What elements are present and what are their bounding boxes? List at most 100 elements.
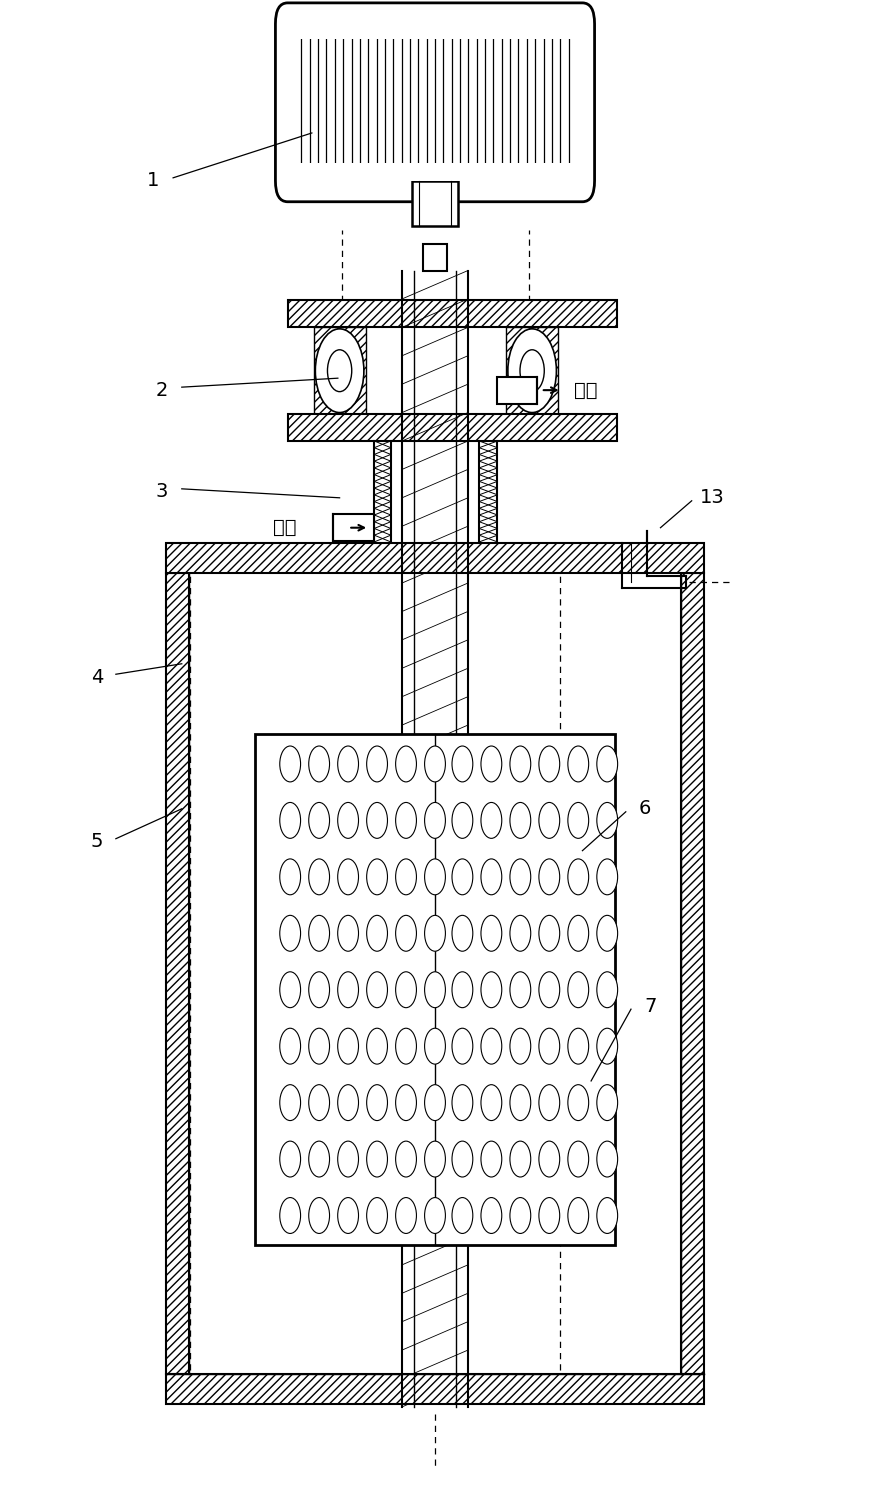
Circle shape <box>596 972 617 1008</box>
Text: 出水: 出水 <box>573 380 597 400</box>
Circle shape <box>424 746 445 782</box>
Circle shape <box>280 858 300 894</box>
Circle shape <box>538 858 559 894</box>
Bar <box>680 572 703 1374</box>
Circle shape <box>538 972 559 1008</box>
Circle shape <box>567 1028 588 1064</box>
Circle shape <box>280 803 300 839</box>
Circle shape <box>424 803 445 839</box>
Circle shape <box>280 1028 300 1064</box>
Circle shape <box>452 858 472 894</box>
Circle shape <box>538 1028 559 1064</box>
Circle shape <box>452 1141 472 1177</box>
Circle shape <box>424 1197 445 1233</box>
Circle shape <box>424 1028 445 1064</box>
Circle shape <box>280 1141 300 1177</box>
Circle shape <box>337 1085 358 1121</box>
Circle shape <box>315 330 363 412</box>
Circle shape <box>507 330 556 412</box>
Text: 进水: 进水 <box>272 518 296 538</box>
Circle shape <box>567 972 588 1008</box>
Bar <box>506 328 558 413</box>
Circle shape <box>509 915 530 951</box>
Circle shape <box>337 858 358 894</box>
Text: 13: 13 <box>700 488 724 508</box>
Circle shape <box>337 1141 358 1177</box>
Circle shape <box>509 1141 530 1177</box>
Circle shape <box>596 1085 617 1121</box>
Circle shape <box>481 1085 501 1121</box>
Circle shape <box>280 972 300 1008</box>
Text: 6: 6 <box>638 800 650 818</box>
Bar <box>497 376 537 403</box>
FancyBboxPatch shape <box>275 3 594 202</box>
Circle shape <box>452 803 472 839</box>
Circle shape <box>337 746 358 782</box>
Circle shape <box>395 803 416 839</box>
Circle shape <box>308 972 329 1008</box>
Circle shape <box>308 746 329 782</box>
Circle shape <box>308 1028 329 1064</box>
Circle shape <box>567 1197 588 1233</box>
Circle shape <box>452 746 472 782</box>
Circle shape <box>308 803 329 839</box>
Circle shape <box>337 915 358 951</box>
Text: 3: 3 <box>156 482 168 502</box>
Circle shape <box>424 1141 445 1177</box>
Circle shape <box>424 858 445 894</box>
Text: 7: 7 <box>643 996 655 1016</box>
Circle shape <box>308 1141 329 1177</box>
Circle shape <box>366 1197 387 1233</box>
Circle shape <box>509 746 530 782</box>
Circle shape <box>481 915 501 951</box>
Circle shape <box>509 803 530 839</box>
Circle shape <box>308 858 329 894</box>
Circle shape <box>567 803 588 839</box>
Circle shape <box>567 1141 588 1177</box>
Text: 1: 1 <box>147 171 159 190</box>
Bar <box>422 244 447 271</box>
Circle shape <box>596 746 617 782</box>
Circle shape <box>424 1085 445 1121</box>
Circle shape <box>280 746 300 782</box>
Circle shape <box>366 746 387 782</box>
Circle shape <box>395 1085 416 1121</box>
Circle shape <box>538 915 559 951</box>
Circle shape <box>366 803 387 839</box>
Circle shape <box>424 972 445 1008</box>
Circle shape <box>481 803 501 839</box>
Circle shape <box>452 915 472 951</box>
Circle shape <box>452 1028 472 1064</box>
Circle shape <box>395 1141 416 1177</box>
Circle shape <box>366 915 387 951</box>
Circle shape <box>481 972 501 1008</box>
Circle shape <box>395 858 416 894</box>
Circle shape <box>509 972 530 1008</box>
Circle shape <box>567 1085 588 1121</box>
Bar <box>166 542 703 572</box>
Circle shape <box>452 972 472 1008</box>
Circle shape <box>481 1028 501 1064</box>
Circle shape <box>366 1028 387 1064</box>
Circle shape <box>452 1085 472 1121</box>
Circle shape <box>538 803 559 839</box>
Circle shape <box>596 803 617 839</box>
Text: 4: 4 <box>90 668 103 686</box>
Bar <box>412 181 457 226</box>
Circle shape <box>481 746 501 782</box>
Bar <box>166 1374 703 1404</box>
Circle shape <box>395 1028 416 1064</box>
Circle shape <box>395 915 416 951</box>
Circle shape <box>538 1141 559 1177</box>
Circle shape <box>596 1028 617 1064</box>
Circle shape <box>280 1085 300 1121</box>
Circle shape <box>538 1197 559 1233</box>
Circle shape <box>337 972 358 1008</box>
Bar <box>166 572 189 1374</box>
Circle shape <box>520 349 544 391</box>
Bar <box>289 163 580 181</box>
Circle shape <box>308 1085 329 1121</box>
Circle shape <box>395 1197 416 1233</box>
Circle shape <box>481 1197 501 1233</box>
Circle shape <box>509 858 530 894</box>
